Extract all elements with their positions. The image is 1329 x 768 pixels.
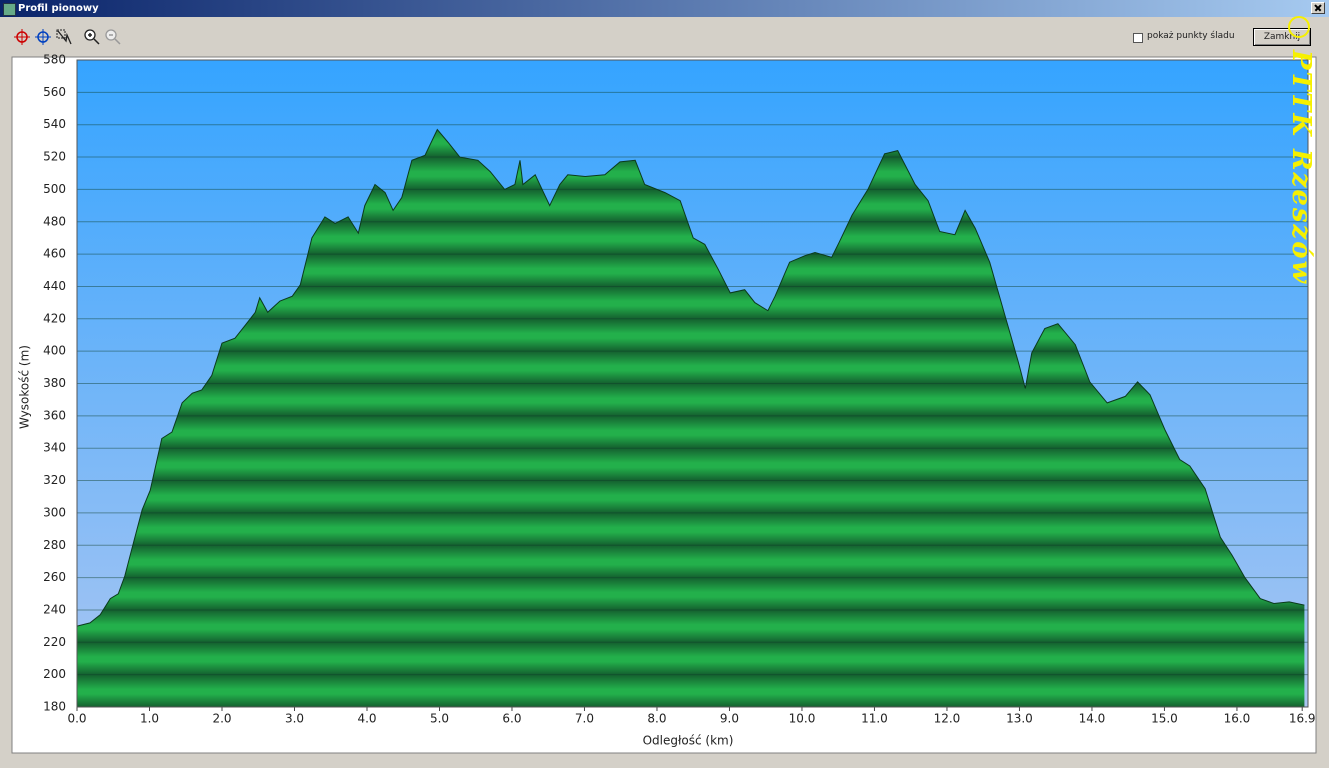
- y-axis-title: Wysokość (m): [18, 345, 32, 429]
- x-tick-label: 10.0: [789, 712, 816, 726]
- y-tick-label: 360: [43, 408, 66, 422]
- x-tick-label: 13.0: [1006, 712, 1033, 726]
- tool-zoom-in[interactable]: [82, 27, 102, 47]
- y-tick-label: 240: [43, 602, 66, 616]
- x-tick-label: 12.0: [934, 712, 961, 726]
- y-tick-label: 560: [43, 85, 66, 99]
- x-tick-label: 6.0: [502, 712, 521, 726]
- y-tick-label: 300: [43, 505, 66, 519]
- x-tick-label: 16.9: [1289, 712, 1316, 726]
- x-tick-label: 16.0: [1224, 712, 1251, 726]
- y-tick-label: 260: [43, 570, 66, 584]
- y-tick-label: 400: [43, 344, 66, 358]
- tool-crosshair-blue[interactable]: [33, 27, 53, 47]
- y-tick-label: 420: [43, 311, 66, 325]
- watermark-logo: [1288, 16, 1310, 38]
- y-tick-label: 320: [43, 473, 66, 487]
- y-tick-label: 580: [43, 53, 66, 67]
- y-tick-label: 500: [43, 182, 66, 196]
- x-tick-label: 15.0: [1151, 712, 1178, 726]
- y-tick-label: 480: [43, 214, 66, 228]
- y-tick-label: 200: [43, 667, 66, 681]
- tool-select[interactable]: [54, 27, 74, 47]
- y-tick-label: 180: [43, 700, 66, 714]
- y-tick-label: 280: [43, 538, 66, 552]
- plot-border: [76, 59, 1309, 708]
- elevation-area: [77, 129, 1305, 708]
- x-tick-label: 2.0: [212, 712, 231, 726]
- y-tick-label: 520: [43, 150, 66, 164]
- x-tick-label: 1.0: [140, 712, 159, 726]
- x-tick-label: 7.0: [575, 712, 594, 726]
- checkbox[interactable]: [1133, 33, 1143, 43]
- y-tick-label: 460: [43, 247, 66, 261]
- elevation-line: [76, 128, 1305, 627]
- y-tick-label: 220: [43, 635, 66, 649]
- close-button[interactable]: [1311, 2, 1325, 14]
- x-tick-label: 0.0: [67, 712, 86, 726]
- window-title: Profil pionowy: [18, 3, 99, 14]
- y-tick-label: 540: [43, 117, 66, 131]
- y-tick-label: 340: [43, 441, 66, 455]
- tool-zoom-out[interactable]: [103, 27, 123, 47]
- title-bar: Profil pionowy: [0, 0, 1329, 17]
- x-tick-label: 5.0: [430, 712, 449, 726]
- y-tick-label: 380: [43, 376, 66, 390]
- y-tick-label: 440: [43, 279, 66, 293]
- x-tick-label: 8.0: [647, 712, 666, 726]
- checkbox-label[interactable]: pokaż punkty śladu: [1147, 31, 1235, 41]
- x-tick-label: 4.0: [357, 712, 376, 726]
- x-tick-label: 11.0: [861, 712, 888, 726]
- x-tick-label: 3.0: [285, 712, 304, 726]
- x-tick-label: 14.0: [1079, 712, 1106, 726]
- app-icon: [3, 3, 16, 16]
- x-axis-title: Odległość (km): [643, 734, 734, 748]
- x-tick-label: 9.0: [720, 712, 739, 726]
- watermark: PTTK Rzeszów: [1286, 50, 1316, 286]
- tool-crosshair-red[interactable]: [12, 27, 32, 47]
